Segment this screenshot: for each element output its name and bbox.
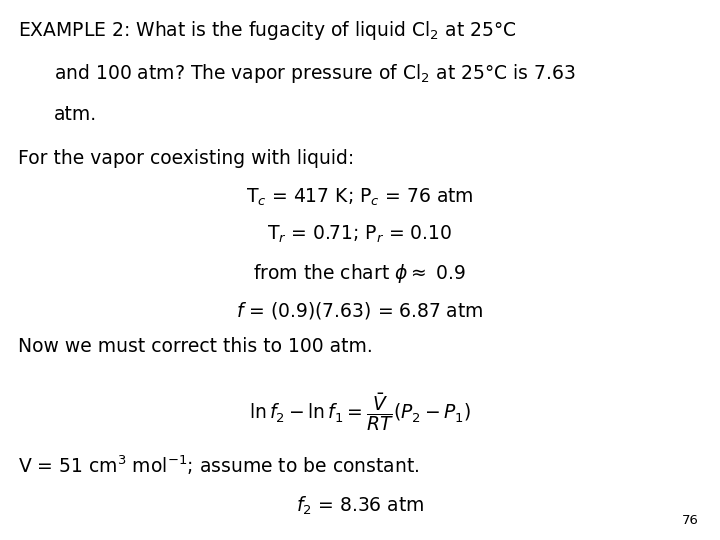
Text: T$_r$ = 0.71; P$_r$ = 0.10: T$_r$ = 0.71; P$_r$ = 0.10 — [267, 224, 453, 245]
Text: For the vapor coexisting with liquid:: For the vapor coexisting with liquid: — [18, 148, 354, 167]
Text: atm.: atm. — [54, 105, 97, 124]
Text: from the chart $\phi \approx$ 0.9: from the chart $\phi \approx$ 0.9 — [253, 262, 467, 285]
Text: 76: 76 — [682, 514, 698, 526]
Text: EXAMPLE 2: What is the fugacity of liquid Cl$_2$ at 25°C: EXAMPLE 2: What is the fugacity of liqui… — [18, 19, 517, 42]
Text: $\ln f_2 - \ln f_1 = \dfrac{\bar{V}}{RT}(P_2 - P_1)$: $\ln f_2 - \ln f_1 = \dfrac{\bar{V}}{RT}… — [248, 392, 472, 433]
Text: T$_c$ = 417 K; P$_c$ = 76 atm: T$_c$ = 417 K; P$_c$ = 76 atm — [246, 186, 474, 207]
Text: $f_2$ = 8.36 atm: $f_2$ = 8.36 atm — [296, 495, 424, 517]
Text: $f$ = (0.9)(7.63) = 6.87 atm: $f$ = (0.9)(7.63) = 6.87 atm — [236, 300, 484, 321]
Text: V = 51 cm$^3$ mol$^{-1}$; assume to be constant.: V = 51 cm$^3$ mol$^{-1}$; assume to be c… — [18, 454, 420, 477]
Text: and 100 atm? The vapor pressure of Cl$_2$ at 25°C is 7.63: and 100 atm? The vapor pressure of Cl$_2… — [54, 62, 576, 85]
Text: Now we must correct this to 100 atm.: Now we must correct this to 100 atm. — [18, 338, 373, 356]
